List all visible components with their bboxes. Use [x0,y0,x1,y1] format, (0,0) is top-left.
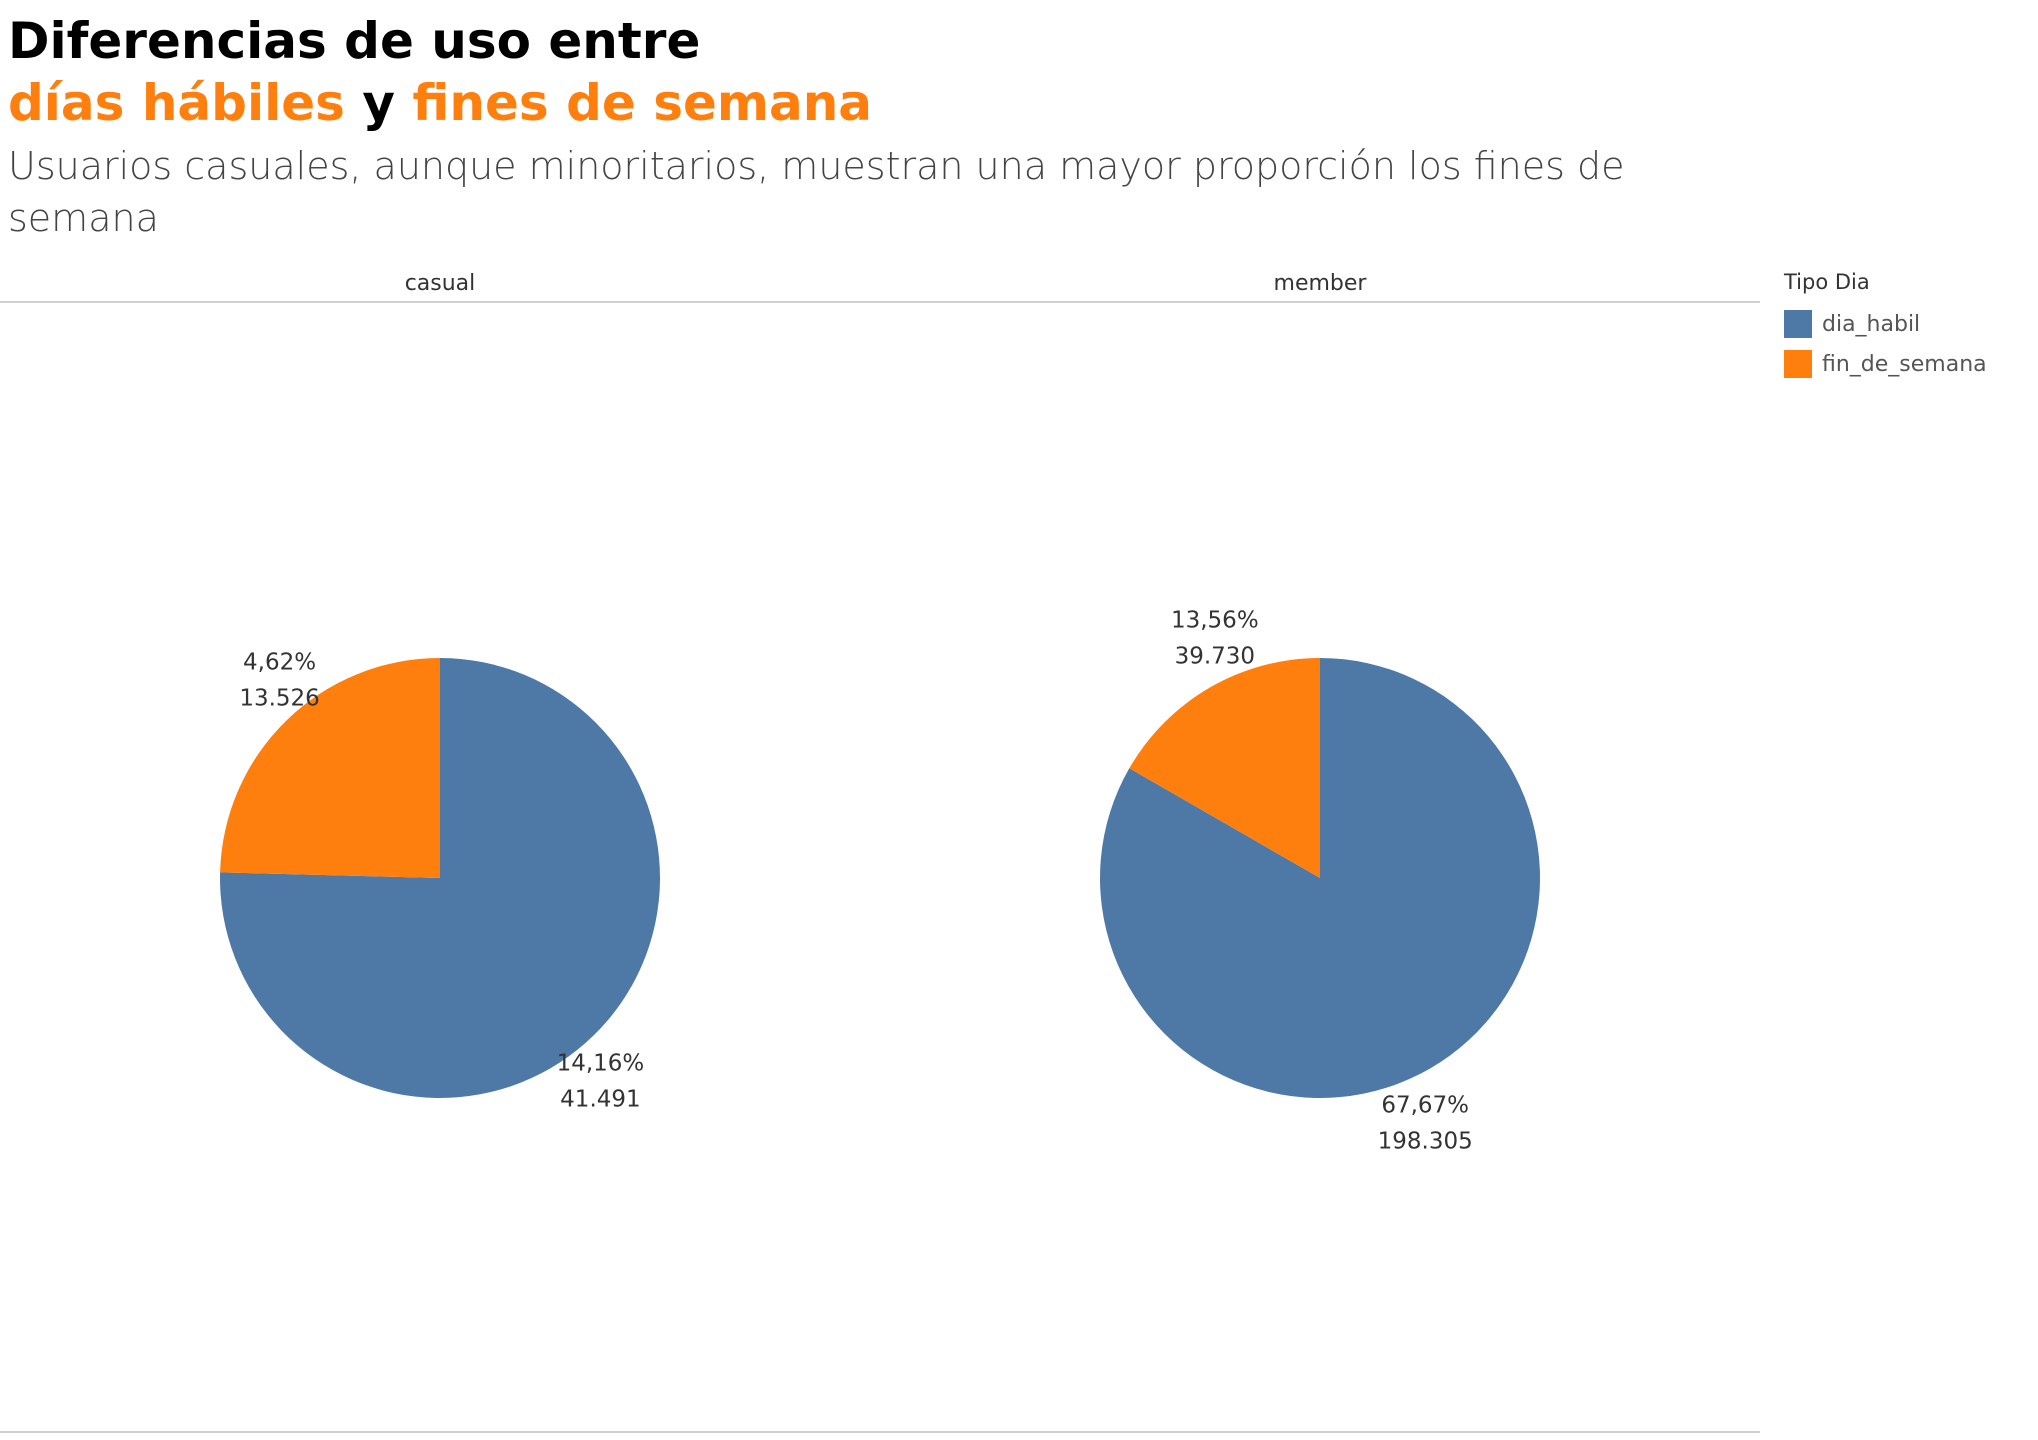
slice-value-label-casual-fin-de-semana: 13.526 [239,685,319,711]
legend-item-dia-habil[interactable]: dia_habil [1784,304,1987,344]
panel-header-member: member [1274,271,1368,296]
legend-swatch-fin-de-semana [1784,350,1812,378]
slice-percent-label-member-dia-habil: 67,67% [1381,1092,1469,1118]
slice-value-label-member-fin-de-semana: 39.730 [1175,644,1255,670]
chart-title: Diferencias de uso entre [8,12,701,70]
slice-value-label-casual-dia-habil: 41.491 [560,1087,640,1113]
legend-title: Tipo Dia [1784,270,1870,294]
legend-label-fin-de-semana: fin_de_semana [1822,351,1987,377]
slice-percent-label-casual-fin-de-semana: 4,62% [243,649,316,675]
title-highlight-weekends: fines de semana [412,74,873,132]
chart-title-line2: días hábiles y fines de semana [8,74,872,132]
title-highlight-weekdays: días hábiles [8,74,345,132]
slice-percent-label-casual-dia-habil: 14,16% [557,1051,645,1077]
slice-percent-label-member-fin-de-semana: 13,56% [1171,608,1259,634]
legend-item-fin-de-semana[interactable]: fin_de_semana [1784,344,1987,384]
legend-swatch-dia-habil [1784,310,1812,338]
legend-label-dia-habil: dia_habil [1822,311,1921,337]
chart-subtitle: Usuarios casuales, aunque minoritarios, … [8,144,1625,240]
pie-slice-casual-fin-de-semana[interactable] [220,658,440,878]
pie-charts: casual 14,16% 41.491 4,62% 13.526 member 67,67… [0,271,1760,1433]
title-connector: y [344,74,413,132]
pie-slice-member-fin-de-semana[interactable] [1129,658,1320,878]
slice-value-label-member-dia-habil: 198.305 [1378,1128,1473,1154]
legend: Tipo Dia dia_habil fin_de_semana [1784,270,1987,384]
panel-header-casual: casual [405,271,476,296]
